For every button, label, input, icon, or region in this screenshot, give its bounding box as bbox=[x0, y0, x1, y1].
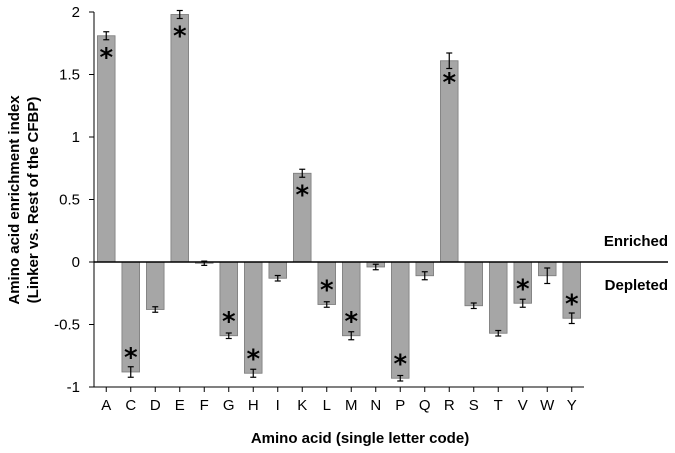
y-tick-label: 0.5 bbox=[59, 192, 80, 209]
bar-D bbox=[146, 261, 165, 310]
depleted-label: Depleted bbox=[605, 277, 668, 294]
y-tick-label: 2 bbox=[72, 4, 80, 21]
x-tick-label-P: P bbox=[395, 397, 405, 414]
bars-group bbox=[97, 14, 581, 379]
significance-star-Y: * bbox=[565, 289, 579, 319]
bar-E bbox=[170, 14, 189, 263]
x-tick-label-G: G bbox=[223, 397, 235, 414]
y-tick-label: -0.5 bbox=[54, 317, 80, 334]
y-ticks-group: -1 -0.5 0 0.5 1 1.5 2 bbox=[54, 4, 94, 396]
significance-star-A: * bbox=[99, 43, 113, 73]
significance-star-M: * bbox=[344, 307, 358, 337]
significance-star-G: * bbox=[222, 307, 236, 337]
y-tick-label: -1 bbox=[67, 379, 80, 396]
error-bars-group bbox=[103, 9, 575, 382]
x-axis-title: Amino acid (single letter code) bbox=[251, 430, 469, 447]
axes-group bbox=[93, 12, 584, 388]
x-tick-label-T: T bbox=[494, 397, 503, 414]
x-tick-label-A: A bbox=[101, 397, 111, 414]
significance-star-H: * bbox=[246, 344, 260, 374]
significance-star-V: * bbox=[516, 274, 530, 304]
significance-star-P: * bbox=[393, 349, 407, 379]
y-tick-label: 0 bbox=[72, 254, 80, 271]
x-tick-label-H: H bbox=[248, 397, 259, 414]
bar-S bbox=[464, 261, 483, 307]
x-tick-label-Y: Y bbox=[567, 397, 577, 414]
x-tick-label-L: L bbox=[323, 397, 331, 414]
x-tick-label-S: S bbox=[469, 397, 479, 414]
x-tick-label-E: E bbox=[175, 397, 185, 414]
y-tick-label: 1.5 bbox=[59, 67, 80, 84]
significance-star-L: * bbox=[320, 276, 334, 306]
significance-star-C: * bbox=[124, 343, 138, 373]
enriched-label: Enriched bbox=[604, 233, 668, 250]
y-axis-title-line2: (Linker vs. Rest of the CFBP) bbox=[25, 97, 42, 304]
y-axis-title-line1: Amino acid enrichment index bbox=[6, 95, 23, 305]
bar-T bbox=[489, 261, 508, 334]
x-tick-label-V: V bbox=[518, 397, 528, 414]
x-tick-label-Q: Q bbox=[419, 397, 431, 414]
x-tick-label-M: M bbox=[345, 397, 358, 414]
significance-star-E: * bbox=[173, 22, 187, 52]
y-tick-label: 1 bbox=[72, 129, 80, 146]
significance-markers-group: * * * * * * * * * * * * bbox=[99, 22, 579, 380]
x-tick-label-I: I bbox=[276, 397, 280, 414]
x-tick-label-K: K bbox=[297, 397, 307, 414]
x-tick-label-C: C bbox=[125, 397, 136, 414]
x-tick-label-W: W bbox=[540, 397, 555, 414]
x-tick-label-D: D bbox=[150, 397, 161, 414]
significance-star-K: * bbox=[295, 180, 309, 210]
x-tick-label-N: N bbox=[370, 397, 381, 414]
significance-star-R: * bbox=[442, 68, 456, 98]
x-tick-label-F: F bbox=[200, 397, 209, 414]
x-tick-label-R: R bbox=[444, 397, 455, 414]
